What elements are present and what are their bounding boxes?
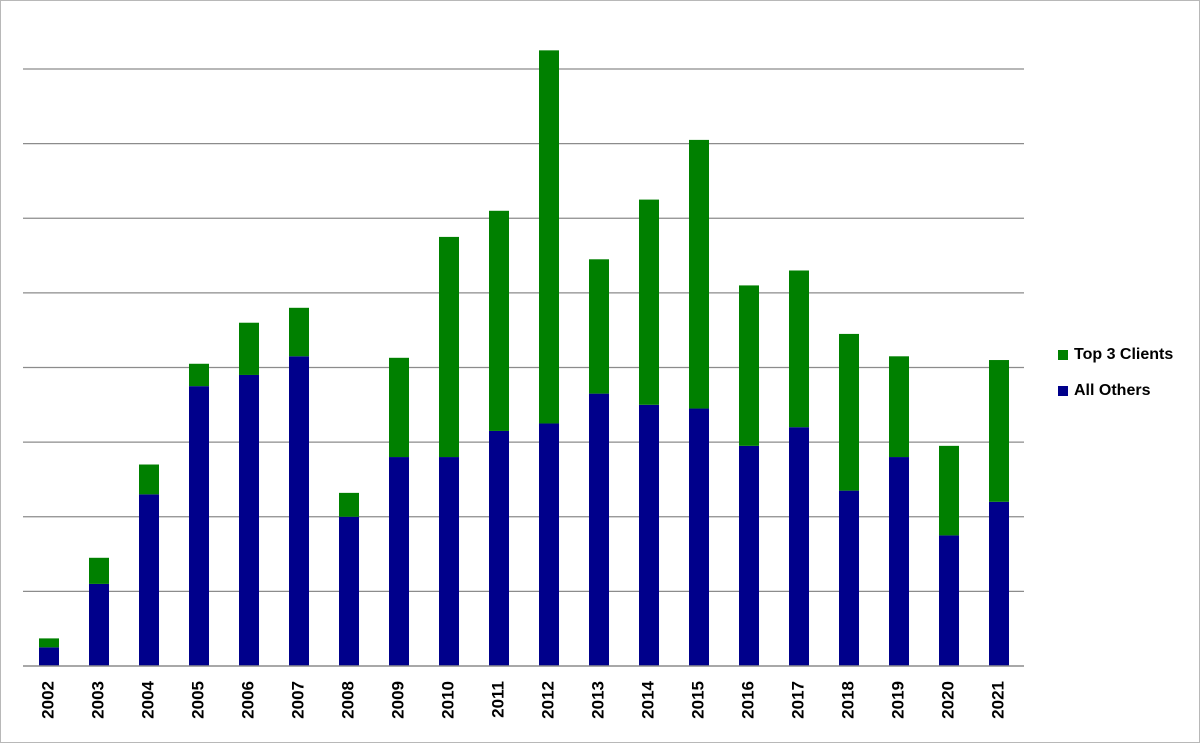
- bar-all-others-2003: [89, 583, 109, 666]
- bar-all-others-2018: [839, 490, 859, 666]
- bar-all-others-2019: [889, 457, 909, 666]
- bar-all-others-2007: [289, 356, 309, 666]
- x-tick-label: 2015: [688, 681, 707, 719]
- x-tick-label: 2021: [988, 681, 1007, 719]
- gridlines: [23, 68, 1024, 592]
- x-tick-label: 2011: [488, 681, 507, 718]
- x-tick-label: 2010: [438, 681, 457, 719]
- bar-all-others-2006: [239, 374, 259, 666]
- x-tick-label: 2005: [188, 681, 207, 719]
- bar-all-others-2016: [739, 445, 759, 666]
- bar-top-3-clients-2006: [239, 322, 259, 375]
- bars: [39, 50, 1009, 666]
- x-tick-label: 2016: [738, 681, 757, 719]
- legend-swatch: [1058, 386, 1068, 396]
- bar-top-3-clients-2020: [939, 445, 959, 536]
- bar-top-3-clients-2003: [89, 557, 109, 584]
- bar-all-others-2014: [639, 404, 659, 666]
- bar-top-3-clients-2007: [289, 307, 309, 357]
- bar-top-3-clients-2015: [689, 139, 709, 409]
- bar-top-3-clients-2018: [839, 333, 859, 491]
- bar-top-3-clients-2016: [739, 285, 759, 446]
- bar-top-3-clients-2019: [889, 356, 909, 458]
- x-tick-label: 2013: [588, 681, 607, 719]
- bar-top-3-clients-2017: [789, 270, 809, 428]
- bar-top-3-clients-2004: [139, 464, 159, 495]
- bar-all-others-2002: [39, 647, 59, 666]
- bar-all-others-2011: [489, 430, 509, 666]
- bar-top-3-clients-2005: [189, 363, 209, 387]
- x-tick-label: 2014: [638, 680, 657, 718]
- x-tick-label: 2020: [938, 681, 957, 719]
- bar-top-3-clients-2011: [489, 210, 509, 431]
- legend-label: All Others: [1074, 382, 1151, 399]
- legend-swatch: [1058, 350, 1068, 360]
- bar-all-others-2020: [939, 535, 959, 666]
- x-tick-label: 2008: [338, 681, 357, 719]
- x-tick-label: 2009: [388, 681, 407, 719]
- x-tick-label: 2018: [838, 681, 857, 719]
- bar-top-3-clients-2014: [639, 199, 659, 405]
- x-tick-labels: 2002 2003 2004 2005 2006 2007 2008 2009 2010 2011…: [38, 680, 1007, 718]
- bar-top-3-clients-2012: [539, 50, 559, 424]
- bar-top-3-clients-2009: [389, 357, 409, 458]
- bar-all-others-2010: [439, 457, 459, 666]
- x-tick-label: 2007: [288, 681, 307, 719]
- bar-all-others-2021: [989, 501, 1009, 666]
- x-tick-label: 2004: [138, 680, 157, 718]
- bar-top-3-clients-2010: [439, 236, 459, 458]
- x-tick-label: 2017: [788, 681, 807, 719]
- bar-all-others-2009: [389, 457, 409, 666]
- bar-all-others-2015: [689, 408, 709, 666]
- bar-all-others-2017: [789, 427, 809, 666]
- bar-top-3-clients-2002: [39, 638, 59, 648]
- bar-all-others-2005: [189, 386, 209, 666]
- legend-label: Top 3 Clients: [1074, 346, 1173, 363]
- x-tick-label: 2019: [888, 681, 907, 719]
- bar-all-others-2012: [539, 423, 559, 666]
- bar-top-3-clients-2013: [589, 259, 609, 394]
- x-tick-label: 2012: [538, 681, 557, 719]
- bar-top-3-clients-2008: [339, 492, 359, 517]
- bar-top-3-clients-2021: [989, 360, 1009, 502]
- x-tick-label: 2006: [238, 681, 257, 719]
- x-tick-label: 2002: [38, 681, 57, 719]
- x-tick-label: 2003: [88, 681, 107, 719]
- bar-all-others-2008: [339, 516, 359, 666]
- bar-all-others-2013: [589, 393, 609, 666]
- legend: Top 3 Clients All Others: [1058, 346, 1173, 399]
- bar-all-others-2004: [139, 494, 159, 666]
